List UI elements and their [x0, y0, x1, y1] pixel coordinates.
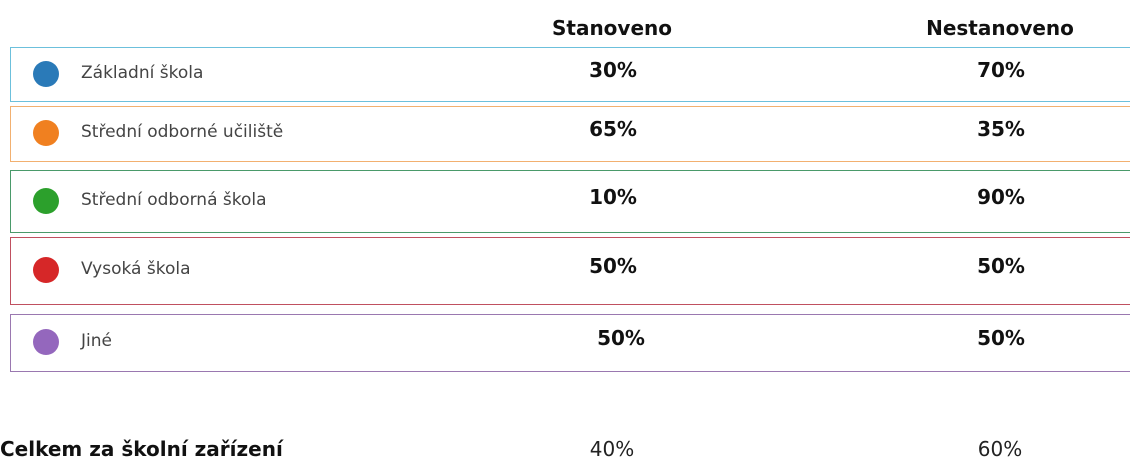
row: Základní škola 30% 70%: [10, 47, 1130, 102]
color-dot: [33, 120, 59, 146]
row-label: Střední odborné učiliště: [81, 122, 284, 142]
row-label: Střední odborná škola: [81, 189, 267, 210]
percent: 50%: [589, 254, 637, 278]
percent: 50%: [597, 326, 645, 350]
row-label: Základní škola: [81, 62, 204, 83]
column-header: Nestanoveno: [926, 16, 1074, 40]
percent: 35%: [977, 117, 1025, 141]
column-header: Stanoveno: [551, 16, 673, 40]
percent: 50%: [977, 326, 1025, 350]
percent: 90%: [977, 184, 1025, 209]
row: Jiné 50% 50%: [10, 314, 1130, 372]
percent: 50%: [977, 254, 1025, 278]
color-dot: [33, 329, 59, 355]
row: Střední odborná škola 10% 90%: [10, 170, 1130, 233]
row: Vysoká škola 50% 50%: [10, 237, 1130, 305]
percent: 65%: [589, 117, 637, 141]
row-label: Vysoká škola: [81, 259, 191, 279]
total-percent: 60%: [977, 437, 1023, 461]
total-label: Celkem za školní zařízení: [0, 437, 283, 461]
color-dot: [33, 60, 59, 87]
color-dot: [33, 187, 59, 214]
row-label: Jiné: [81, 331, 112, 351]
percent: 10%: [589, 184, 637, 209]
row: Střední odborné učiliště 65% 35%: [10, 106, 1130, 162]
color-dot: [33, 257, 59, 283]
total-percent: 40%: [589, 437, 635, 461]
percent: 70%: [977, 57, 1025, 82]
percent: 30%: [589, 57, 637, 82]
